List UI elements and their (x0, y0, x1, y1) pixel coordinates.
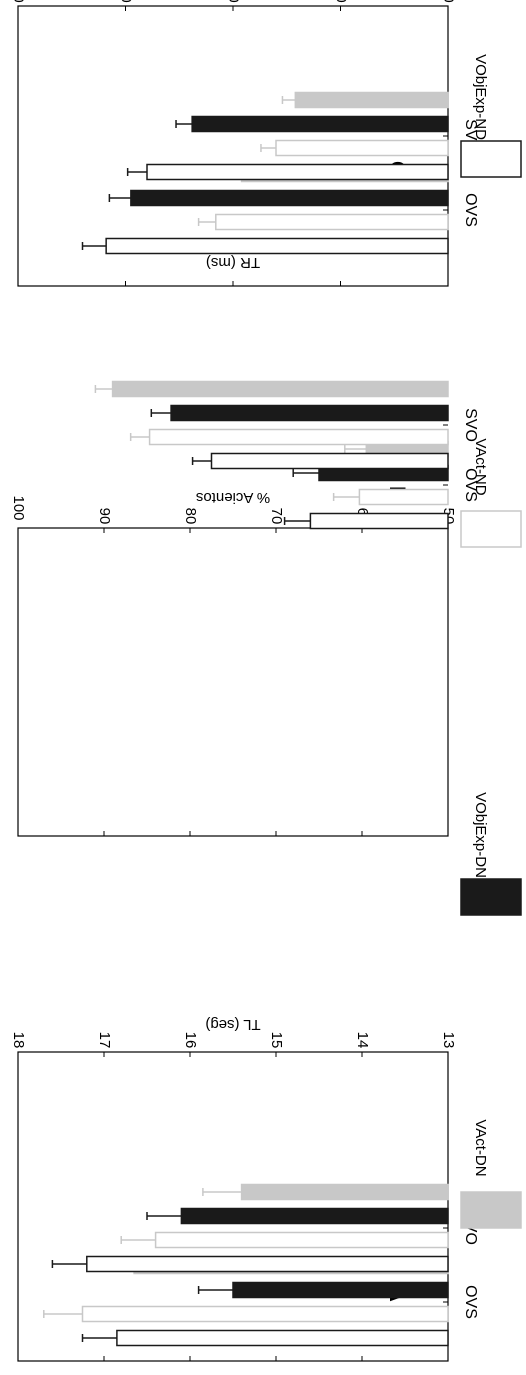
panel-b-bar (111, 380, 449, 398)
panel-a-ytick-label: 17 (96, 1032, 113, 1049)
panel-b-bar (170, 404, 449, 422)
panel-a-ytick-label: 13 (440, 1032, 457, 1049)
panel-b-bar (358, 488, 449, 506)
panel-c-bar (191, 115, 449, 133)
panel-a-ytick-label: 16 (182, 1032, 199, 1049)
panel-b-category-label: OVS (462, 468, 479, 502)
panel-a-bar (81, 1305, 449, 1323)
panel-a-ytick-label: 14 (354, 1032, 371, 1049)
panel-b-ytick-label: 100 (10, 495, 27, 520)
panel-a-bar (86, 1255, 449, 1273)
panel-a-bar (116, 1329, 449, 1347)
panel-c-bar (146, 163, 449, 181)
panel-a-ylabel: TL (seg) (205, 1016, 260, 1033)
panel-a-bar (180, 1207, 449, 1225)
panel-c-ytick-label: 3000 (333, 0, 350, 3)
panel-c-ytick-label: 5000 (118, 0, 135, 3)
panel-c-bar (130, 189, 449, 207)
panel-a-ytick-label: 15 (268, 1032, 285, 1049)
panel-b-bar (210, 452, 449, 470)
panel-b-frame (17, 527, 449, 837)
panel-b-ytick-label: 80 (182, 508, 199, 525)
legend-swatch (460, 1191, 522, 1229)
panel-c-ylabel: TR (ms) (206, 254, 260, 271)
legend-swatch (460, 140, 522, 178)
legend-swatch (460, 510, 522, 548)
panel-a-ytick-label: 18 (10, 1032, 27, 1049)
panel-c-category-label: OVS (462, 193, 479, 227)
legend-label: VAct-ND (472, 438, 489, 495)
panel-c-ytick-label: 4000 (225, 0, 242, 3)
panel-c-bar (105, 237, 449, 255)
panel-a-category-label: OVS (462, 1285, 479, 1319)
panel-c-ytick-label: 6000 (10, 0, 27, 3)
panel-a-frame (17, 1051, 449, 1362)
panel-c-ytick-label: 2000 (440, 0, 457, 3)
legend-label: VAct-DN (472, 1119, 489, 1176)
panel-a-bar (232, 1281, 449, 1299)
panel-c-bar (275, 139, 449, 157)
panel-b-bar (309, 512, 449, 530)
panel-b-bar (148, 428, 449, 446)
panel-a-bar (240, 1183, 449, 1201)
legend-label: VObjExp-ND (472, 54, 489, 140)
panel-a-bar (154, 1231, 449, 1249)
panel-b-category-label: SVO (462, 408, 479, 442)
legend-swatch (460, 878, 522, 916)
panel-b-ytick-label: 90 (96, 508, 113, 525)
panel-b-ylabel: % Acientos (196, 489, 270, 506)
panel-c-bar (294, 91, 449, 109)
legend-label: VObjExp-DN (472, 792, 489, 878)
panel-b-ytick-label: 70 (268, 508, 285, 525)
panel-c-bar (215, 213, 449, 231)
